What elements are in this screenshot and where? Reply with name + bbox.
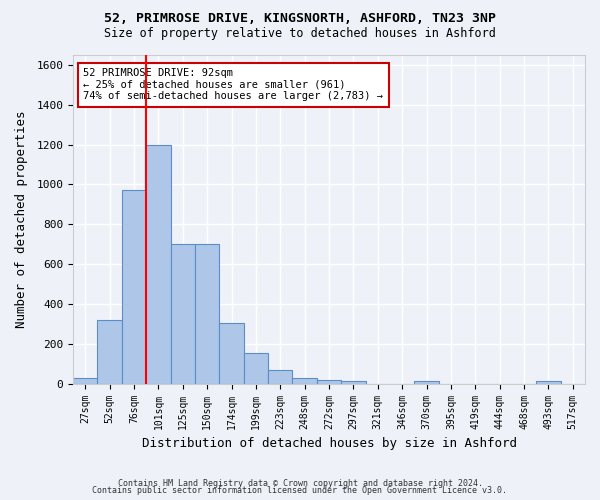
Bar <box>341 380 365 384</box>
X-axis label: Distribution of detached houses by size in Ashford: Distribution of detached houses by size … <box>142 437 517 450</box>
Bar <box>536 380 560 384</box>
Bar <box>292 378 317 384</box>
Bar <box>415 380 439 384</box>
Bar <box>170 244 195 384</box>
Text: Contains public sector information licensed under the Open Government Licence v3: Contains public sector information licen… <box>92 486 508 495</box>
Text: 52 PRIMROSE DRIVE: 92sqm
← 25% of detached houses are smaller (961)
74% of semi-: 52 PRIMROSE DRIVE: 92sqm ← 25% of detach… <box>83 68 383 102</box>
Text: Contains HM Land Registry data © Crown copyright and database right 2024.: Contains HM Land Registry data © Crown c… <box>118 478 482 488</box>
Bar <box>268 370 292 384</box>
Bar <box>195 244 220 384</box>
Bar <box>97 320 122 384</box>
Bar <box>244 353 268 384</box>
Bar <box>73 378 97 384</box>
Bar <box>220 323 244 384</box>
Bar <box>317 380 341 384</box>
Y-axis label: Number of detached properties: Number of detached properties <box>15 110 28 328</box>
Text: Size of property relative to detached houses in Ashford: Size of property relative to detached ho… <box>104 28 496 40</box>
Bar <box>122 190 146 384</box>
Text: 52, PRIMROSE DRIVE, KINGSNORTH, ASHFORD, TN23 3NP: 52, PRIMROSE DRIVE, KINGSNORTH, ASHFORD,… <box>104 12 496 26</box>
Bar <box>146 144 170 384</box>
